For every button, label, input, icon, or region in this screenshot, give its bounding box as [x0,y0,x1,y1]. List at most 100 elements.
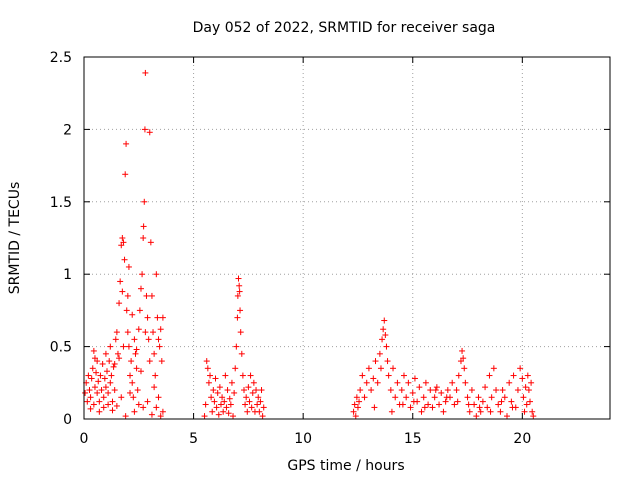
data-point [455,372,462,379]
data-point [211,398,218,405]
data-point [384,358,391,365]
x-tick-label: 20 [513,431,531,447]
x-tick-label: 10 [294,431,312,447]
data-point [98,387,105,394]
data-point [462,379,469,386]
data-point [454,398,461,405]
data-point [117,278,124,285]
x-axis-label: GPS time / hours [287,458,404,474]
data-point [383,343,390,350]
plot-frame [83,56,611,420]
data-point [493,387,500,394]
data-point [482,384,489,391]
data-point [374,379,381,386]
data-point [122,171,129,178]
data-point [225,410,232,417]
data-point [145,336,152,343]
data-point [234,314,241,321]
data-point [87,405,94,412]
data-point [371,404,378,411]
data-point [208,394,215,401]
data-point [217,401,224,408]
data-point [105,401,112,408]
data-point [105,389,112,396]
data-point [154,314,161,321]
data-point [129,311,136,318]
data-point [146,358,153,365]
data-point [119,288,126,295]
data-point [239,372,246,379]
data-point [473,413,480,420]
data-point [400,372,407,379]
data-points [82,69,537,420]
data-point [104,368,111,375]
data-point [151,350,158,357]
data-point [519,375,526,382]
data-point [137,285,144,292]
data-point [468,387,475,394]
data-point [392,394,399,401]
data-point [109,407,116,414]
data-point [438,389,445,396]
data-point [141,198,148,205]
data-point [112,336,119,343]
data-point [351,401,358,408]
data-point [128,358,135,365]
data-point [508,398,515,405]
data-point [499,387,506,394]
data-point [444,387,451,394]
data-point [245,384,252,391]
data-point [527,398,534,405]
data-point [350,408,357,415]
data-point [86,387,93,394]
data-point [372,358,379,365]
data-point [377,365,384,372]
data-point [409,389,416,396]
data-point [235,275,242,282]
data-point [510,372,517,379]
data-point [259,413,266,420]
data-point [212,375,219,382]
x-tick-label: 15 [404,431,422,447]
data-point [353,394,360,401]
data-point [91,384,98,391]
data-point [116,300,123,307]
data-point [399,401,406,408]
data-point [110,363,117,370]
data-point [236,288,243,295]
data-point [488,394,495,401]
data-point [234,292,241,299]
y-tick-labels: 0 0.5 1 1.5 2 2.5 [50,50,72,428]
data-point [442,398,449,405]
data-point [356,398,363,405]
data-point [111,360,118,367]
data-point [107,343,114,350]
y-tick-label: 0.5 [50,340,72,356]
data-point [222,372,229,379]
data-point [151,384,158,391]
grid-lines [84,56,610,419]
data-point [253,387,260,394]
data-point [250,379,257,386]
data-point [148,411,155,418]
axis-ticks [83,56,610,420]
data-point [524,372,531,379]
data-point [528,379,535,386]
data-point [156,343,163,350]
data-point [209,408,216,415]
data-point [421,404,428,411]
data-point [158,358,165,365]
data-point [484,404,491,411]
data-point [432,387,439,394]
data-point [466,408,473,415]
data-point [95,378,102,385]
data-point [249,389,256,396]
data-point [525,387,532,394]
data-point [118,394,125,401]
data-point [440,408,447,415]
data-point [471,401,478,408]
data-point [123,140,130,147]
data-point [142,69,149,76]
data-point [464,394,471,401]
data-point [127,389,134,396]
